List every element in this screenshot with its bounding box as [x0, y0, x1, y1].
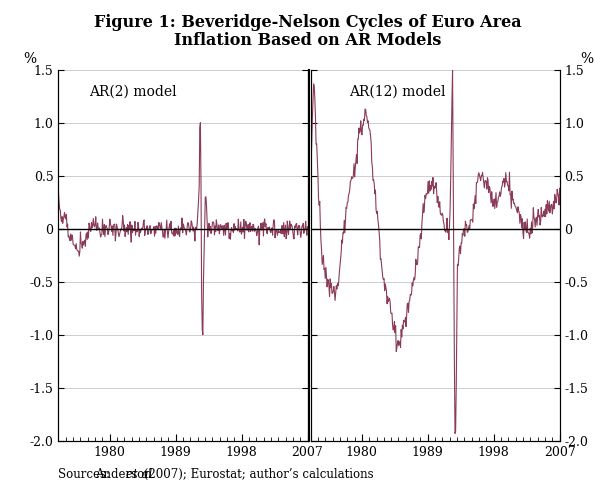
Text: Sources:: Sources: — [58, 468, 111, 481]
Text: %: % — [23, 52, 36, 66]
Text: %: % — [581, 52, 593, 66]
Text: Inflation Based on AR Models: Inflation Based on AR Models — [174, 32, 441, 49]
Text: Anderson: Anderson — [95, 468, 156, 481]
Text: et al: et al — [126, 468, 153, 481]
Text: AR(12) model: AR(12) model — [349, 85, 446, 99]
Text: AR(2) model: AR(2) model — [89, 85, 177, 99]
Text: Figure 1: Beveridge-Nelson Cycles of Euro Area: Figure 1: Beveridge-Nelson Cycles of Eur… — [93, 14, 522, 31]
Text: (2007); Eurostat; author’s calculations: (2007); Eurostat; author’s calculations — [140, 468, 374, 481]
